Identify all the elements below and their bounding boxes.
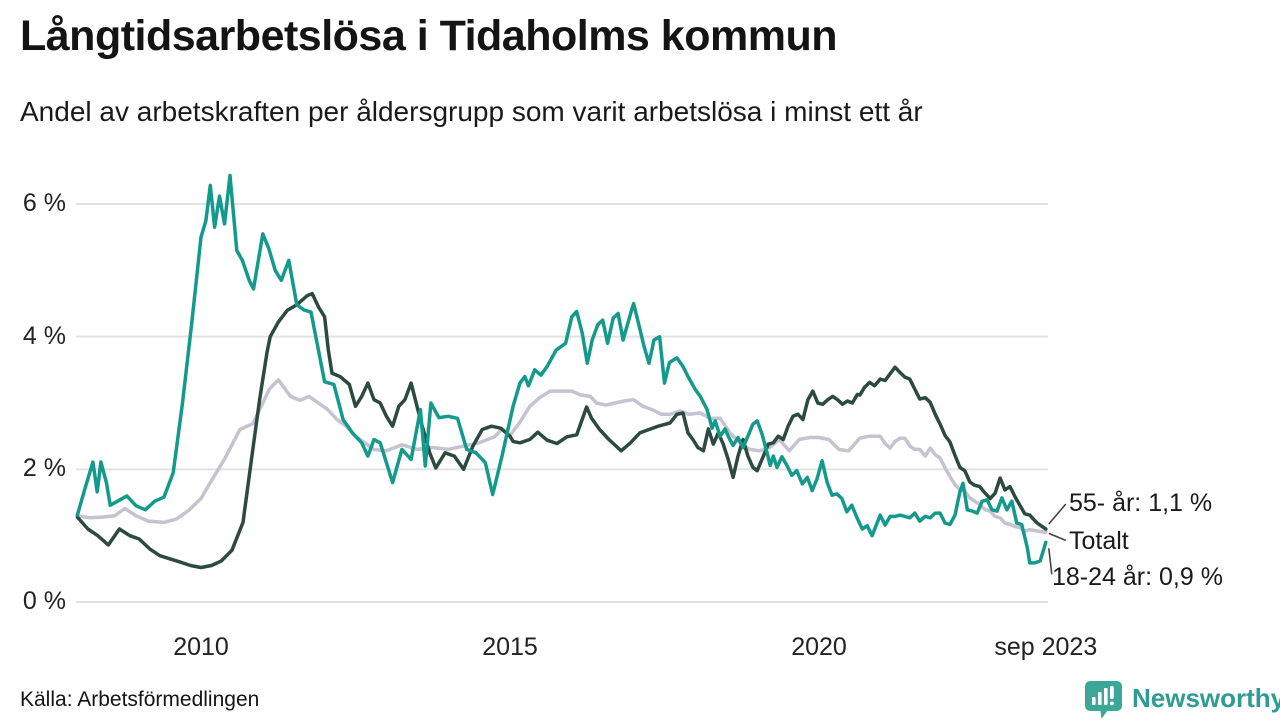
series-line-Totalt [75, 378, 1048, 535]
page-subtitle: Andel av arbetskraften per åldersgrupp s… [20, 96, 923, 127]
annotation-total: Totalt [1069, 527, 1129, 555]
annotation-55plus: 55- år: 1,1 % [1069, 489, 1213, 517]
newsworthy-logo[interactable]: Newsworthy [1084, 680, 1280, 720]
logo-text: Newsworthy [1132, 683, 1280, 713]
page-title: Långtidsarbetslösa i Tidaholms kommun [20, 12, 837, 60]
newsworthy-bubble-icon [1085, 681, 1122, 719]
connector-55plus [1048, 503, 1067, 525]
y-axis-label: 2 % [22, 454, 66, 483]
y-axis-label: 0 % [22, 587, 66, 615]
source-note: Källa: Arbetsförmedlingen [20, 688, 260, 711]
connector-18-24 [1048, 548, 1053, 575]
x-axis-label: 2020 [791, 633, 847, 661]
x-axis-label: sep 2023 [994, 633, 1098, 661]
x-axis-label: 2010 [173, 633, 229, 661]
connector-total [1048, 532, 1067, 542]
x-axis-label: 2015 [482, 633, 538, 661]
annotation-18-24: 18-24 år: 0,9 % [1052, 563, 1223, 591]
series-line-18-24-r [75, 173, 1048, 565]
y-axis-label: 6 % [22, 189, 66, 218]
series-line-55-r [75, 291, 1048, 570]
y-axis-label: 4 % [22, 321, 66, 350]
